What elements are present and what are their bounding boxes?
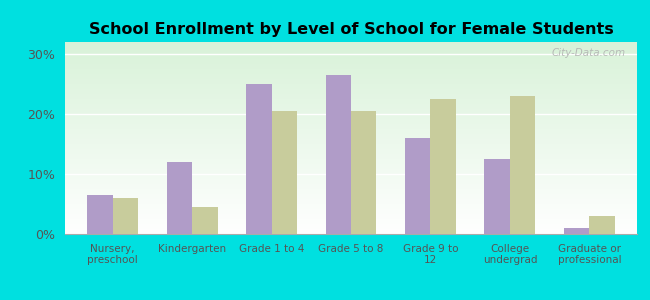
Text: City-Data.com: City-Data.com — [551, 48, 625, 58]
Title: School Enrollment by Level of School for Female Students: School Enrollment by Level of School for… — [88, 22, 614, 37]
Bar — [510, 96, 536, 234]
Bar — [430, 99, 456, 234]
Bar — [326, 75, 351, 234]
Bar — [246, 84, 272, 234]
Bar — [351, 111, 376, 234]
Bar — [590, 216, 615, 234]
Bar — [112, 198, 138, 234]
Bar — [166, 162, 192, 234]
Bar — [272, 111, 297, 234]
Bar — [484, 159, 510, 234]
Bar — [87, 195, 112, 234]
Bar — [564, 228, 590, 234]
Bar — [192, 207, 218, 234]
Bar — [405, 138, 430, 234]
